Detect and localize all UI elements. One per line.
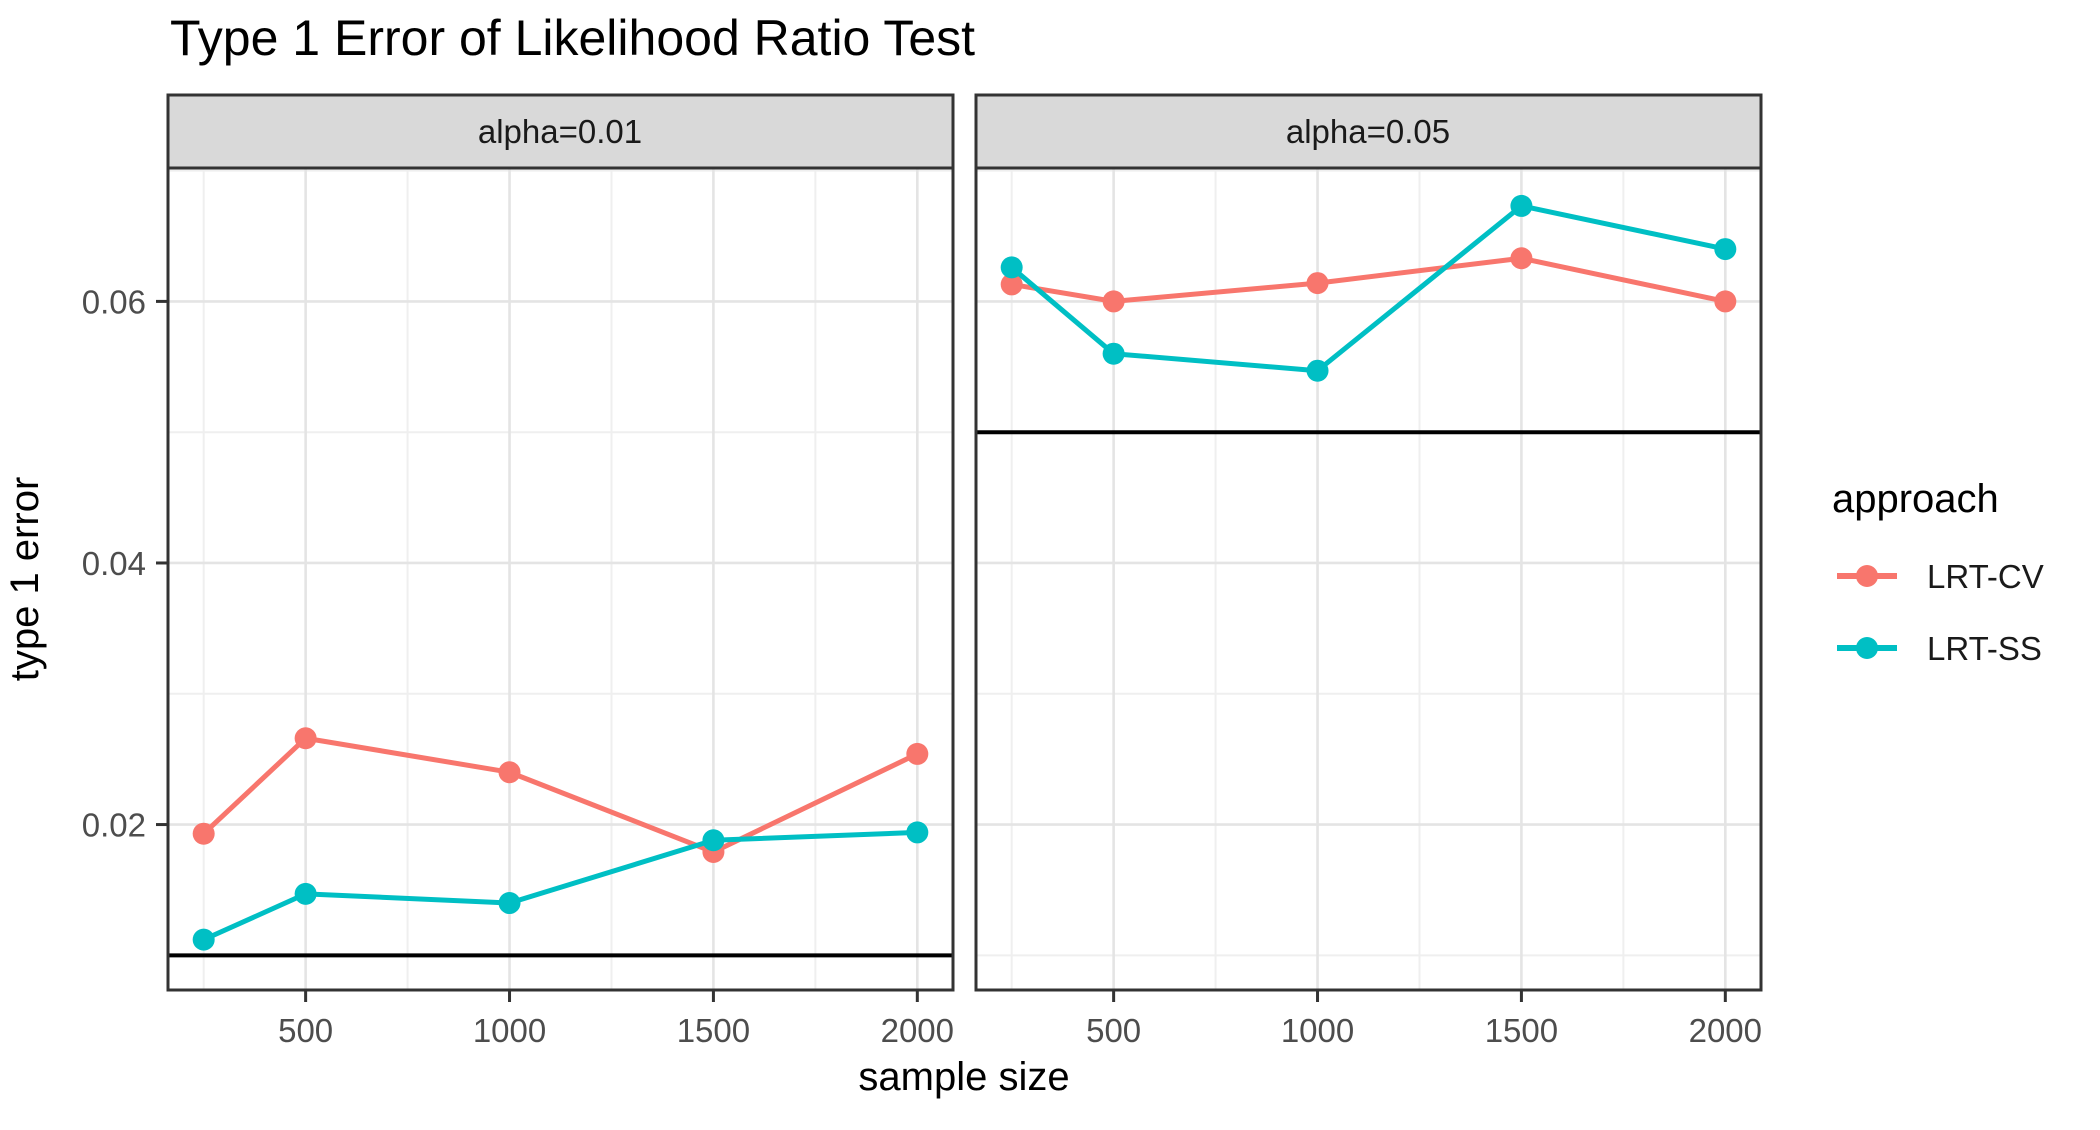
data-point-LRT-SS-2000	[1714, 238, 1737, 261]
y-axis-title: type 1 error	[3, 477, 47, 682]
data-point-LRT-SS-1500	[1510, 194, 1533, 217]
data-point-LRT-SS-250	[192, 928, 215, 951]
x-tick-label: 1500	[1485, 1012, 1558, 1049]
data-point-LRT-SS-1500	[702, 829, 725, 852]
legend-key-point	[1856, 565, 1878, 587]
legend-key-point	[1856, 637, 1878, 659]
x-tick-label: 1500	[677, 1012, 750, 1049]
data-point-LRT-CV-500	[1102, 290, 1125, 313]
y-tick-label: 0.02	[82, 807, 146, 844]
panel-border	[974, 166, 1763, 992]
data-point-LRT-CV-250	[1000, 273, 1023, 296]
x-tick-label: 2000	[1689, 1012, 1762, 1049]
panel-alpha=0.05: 500 1000 1500 2000	[974, 166, 1763, 1049]
facet-strip-right: alpha=0.05	[974, 93, 1763, 170]
panel-background	[168, 168, 953, 990]
x-tick-label: 2000	[881, 1012, 954, 1049]
data-point-LRT-CV-2000	[1714, 290, 1737, 313]
x-tick-label: 1000	[473, 1012, 546, 1049]
data-point-LRT-SS-2000	[906, 821, 929, 844]
data-point-LRT-CV-2000	[906, 742, 929, 765]
data-point-LRT-CV-1000	[498, 761, 521, 784]
panels: 500 1000 1500 2000 0.02 0.04 0.06 500 1000 1500 20…	[82, 166, 1763, 1049]
panel-background	[976, 168, 1761, 990]
data-point-LRT-SS-250	[1000, 256, 1023, 279]
data-point-LRT-SS-500	[1102, 342, 1125, 365]
data-point-LRT-CV-500	[294, 727, 317, 750]
x-tick-label: 500	[278, 1012, 333, 1049]
legend-title: approach	[1832, 477, 1999, 521]
y-tick-label: 0.06	[82, 283, 146, 320]
data-point-LRT-CV-1000	[1306, 272, 1329, 295]
data-point-LRT-SS-1000	[1306, 359, 1329, 382]
chart-title: Type 1 Error of Likelihood Ratio Test	[170, 10, 975, 66]
y-tick-label: 0.04	[82, 545, 146, 582]
data-point-LRT-SS-1000	[498, 892, 521, 915]
legend-entry-lrt-ss: LRT-SS	[1837, 630, 2042, 667]
legend: approach LRT-CV LRT-SS	[1832, 477, 2044, 667]
legend-entry-label: LRT-SS	[1927, 630, 2042, 667]
x-axis-title: sample size	[858, 1055, 1069, 1099]
facet-strip-left: alpha=0.01	[166, 93, 955, 170]
x-tick-label: 500	[1086, 1012, 1141, 1049]
facet-strip-label-right: alpha=0.05	[1286, 113, 1450, 150]
data-point-LRT-SS-500	[294, 882, 317, 905]
x-tick-label: 1000	[1281, 1012, 1354, 1049]
panel-alpha=0.01: 500 1000 1500 2000 0.02 0.04 0.06	[82, 166, 955, 1049]
legend-entry-lrt-cv: LRT-CV	[1837, 558, 2044, 595]
data-point-LRT-CV-1500	[1510, 247, 1533, 270]
panel-border	[166, 166, 955, 992]
data-point-LRT-CV-250	[192, 822, 215, 845]
legend-entry-label: LRT-CV	[1927, 558, 2044, 595]
facet-strip-label-left: alpha=0.01	[478, 113, 642, 150]
